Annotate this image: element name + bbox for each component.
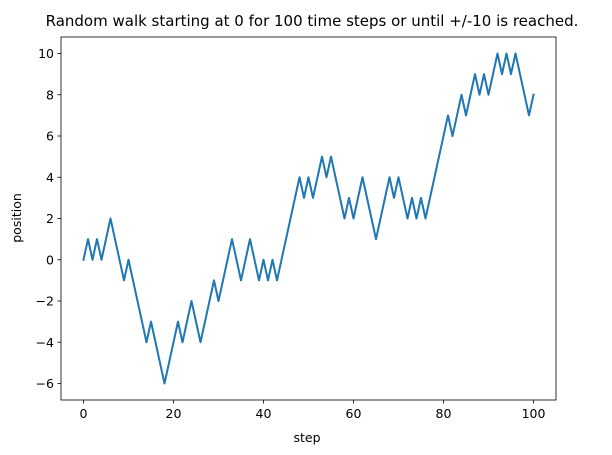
y-tick-label: 0	[46, 252, 54, 267]
y-tick-label: 8	[46, 87, 54, 102]
x-tick-label: 40	[256, 406, 272, 421]
x-axis-ticks: 0 20 40 60 80 100	[80, 400, 546, 421]
x-axis-label: step	[293, 430, 320, 445]
plot-area	[60, 36, 557, 401]
y-tick-label: 10	[38, 46, 54, 61]
y-tick-label: −4	[36, 335, 54, 350]
y-axis-ticks: −6 −4 −2 0 2 4 6 8 10	[36, 46, 61, 391]
y-tick-label: 4	[46, 170, 54, 185]
series-line-0	[82, 52, 535, 385]
x-tick-label: 100	[522, 406, 546, 421]
x-tick-label: 60	[346, 406, 362, 421]
x-tick-label: 80	[436, 406, 452, 421]
y-tick-label: 6	[46, 129, 54, 144]
x-tick-label: 20	[166, 406, 182, 421]
y-tick-label: 2	[46, 211, 54, 226]
axes-frame	[60, 36, 557, 401]
y-tick-label: −2	[36, 294, 54, 309]
x-tick-label: 0	[80, 406, 88, 421]
y-axis-label: position	[9, 193, 24, 243]
chart-title: Random walk starting at 0 for 100 time s…	[46, 12, 579, 30]
y-tick-label: −6	[36, 376, 54, 391]
